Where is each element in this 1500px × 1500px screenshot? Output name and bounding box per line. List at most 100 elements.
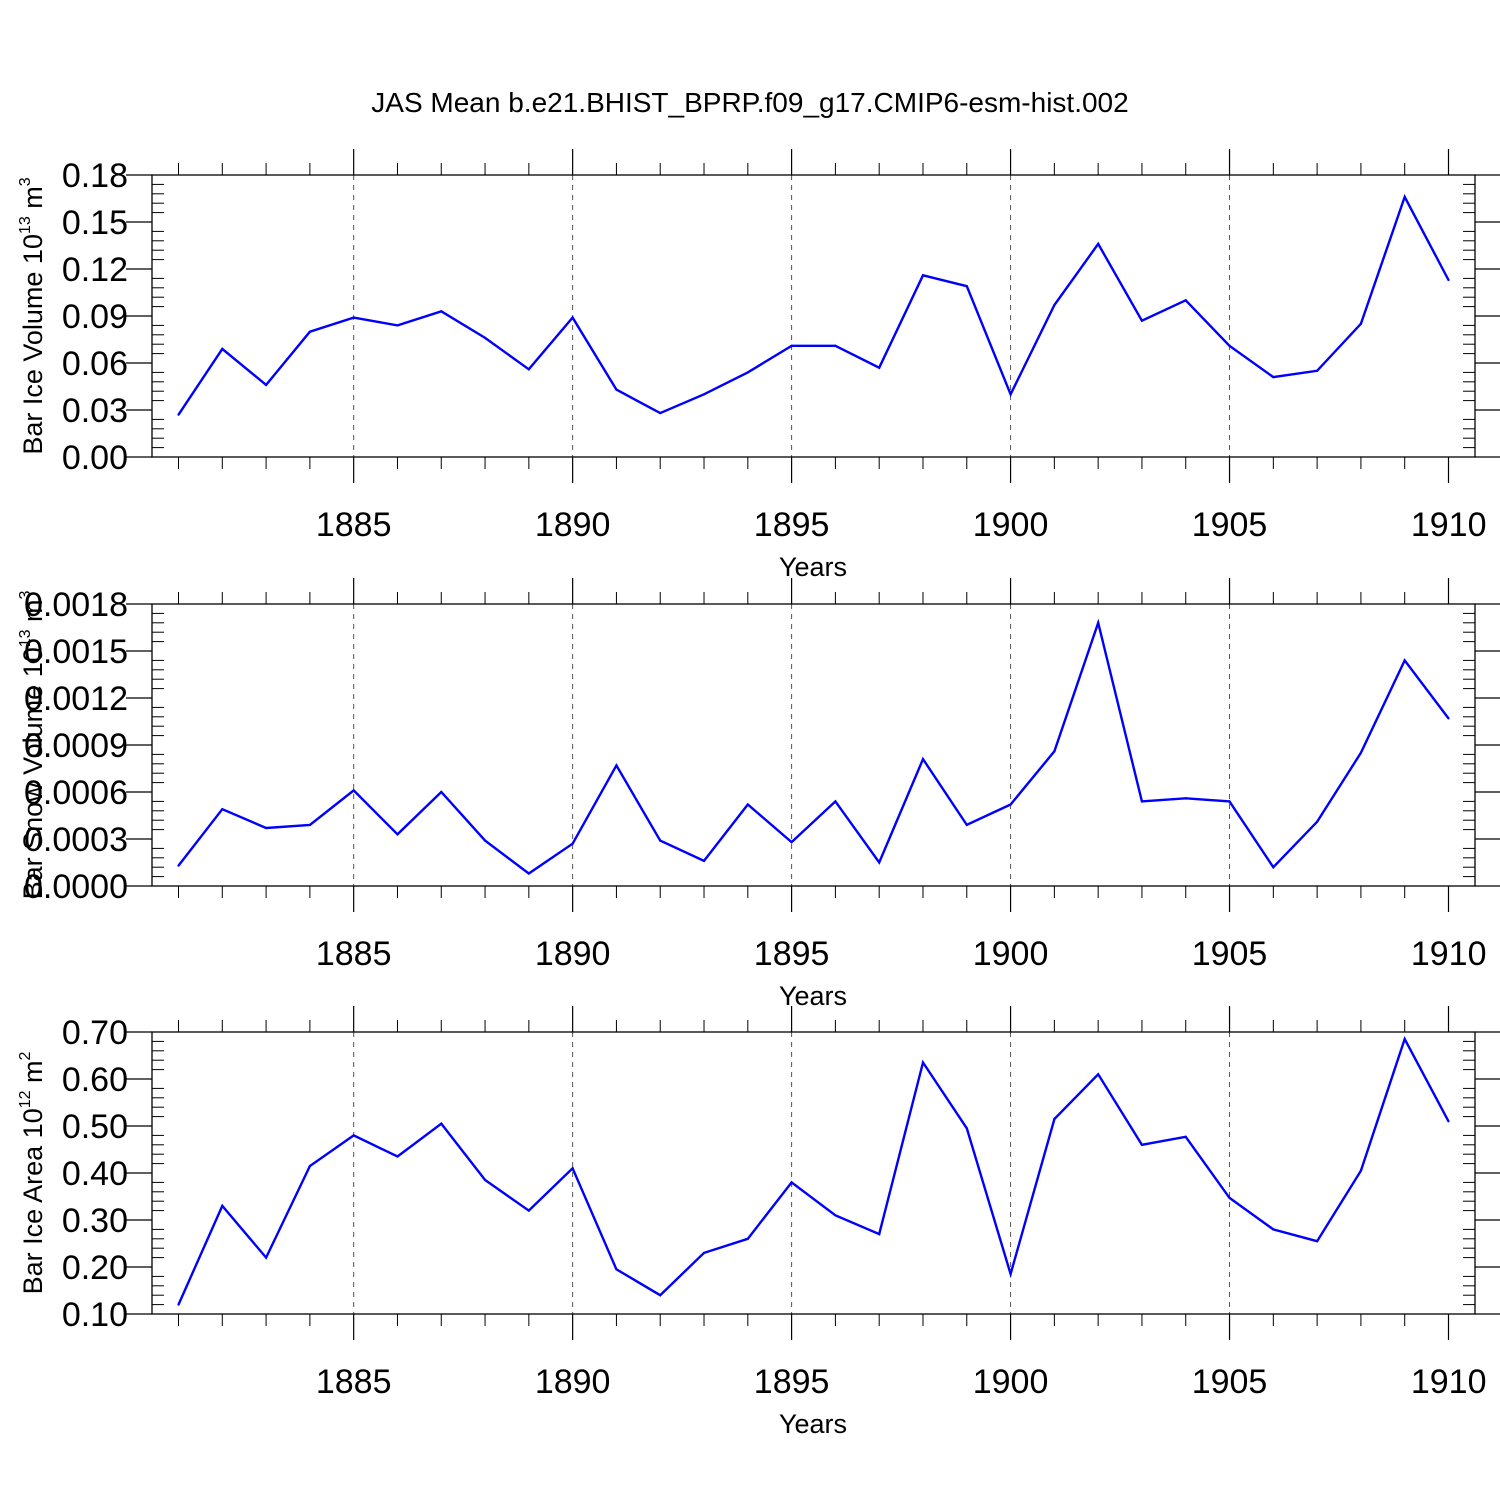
x-tick-label: 1900: [973, 506, 1049, 544]
x-tick-label: 1885: [316, 1363, 392, 1401]
y-tick-label: 0.06: [62, 345, 128, 383]
data-point-1893: [702, 393, 706, 396]
y-axis-label-text: Bar Ice Area 10: [18, 1108, 48, 1294]
y-tick-label: 0.18: [62, 157, 128, 195]
y-axis-label-unit: m: [18, 186, 48, 216]
data-point-1882: [221, 1204, 224, 1207]
y-axis-label: Bar Ice Volume 1013 m3: [17, 177, 48, 454]
data-point-1895: [790, 1181, 793, 1184]
minor-ticks: [152, 1020, 1475, 1326]
data-point-1887: [440, 1122, 443, 1125]
data-point-1894: [746, 371, 749, 374]
y-tick-label: 0.03: [62, 392, 128, 430]
x-tick-label: 1910: [1411, 506, 1487, 544]
data-point-1902: [1097, 1073, 1100, 1076]
x-axis-label: Years: [779, 1409, 847, 1439]
data-point-1897: [878, 861, 881, 864]
data-point-1893: [702, 859, 706, 863]
data-point-1887: [440, 310, 443, 313]
data-point-1886: [396, 833, 399, 836]
x-tick-label: 1905: [1192, 935, 1268, 973]
data-point-1886: [396, 1155, 399, 1158]
data-point-1899: [965, 285, 968, 288]
y-axis-label: Bar Snow Volume 1013 m3: [17, 590, 48, 899]
data-point-1891: [615, 764, 618, 767]
y-axis-label-unit-exponent: 3: [17, 590, 34, 599]
data-point-1898: [921, 1061, 925, 1064]
data-point-1884: [308, 1164, 311, 1168]
data-point-1900: [1009, 803, 1012, 806]
data-point-1894: [746, 803, 749, 806]
x-axis-label: Years: [779, 552, 847, 582]
x-tick-label: 1910: [1411, 935, 1487, 973]
series-line-ice-volume: [177, 193, 1450, 416]
y-tick-labels: 0.00 0.03 0.06 0.09 0.12 0.15 0.18: [62, 157, 128, 477]
x-tick-label: 1890: [535, 1363, 611, 1401]
plot-frame: [151, 174, 1476, 458]
data-point-1898: [921, 274, 925, 277]
data-point-1903: [1140, 800, 1144, 803]
data-point-1902: [1097, 621, 1100, 624]
data-point-1910: [1447, 1120, 1450, 1123]
data-point-1889: [527, 872, 530, 875]
series-line-ice-area: [177, 1035, 1450, 1306]
major-ticks: [126, 149, 1500, 483]
grid-lines: [353, 604, 1231, 886]
data-point-1881: [177, 1303, 180, 1306]
data-point-1909: [1403, 195, 1406, 199]
data-point-1906: [1272, 866, 1275, 869]
data-point-1884: [308, 823, 311, 827]
data-point-1896: [834, 800, 837, 803]
data-point-1892: [659, 1294, 662, 1297]
y-tick-label: 0.30: [62, 1202, 128, 1240]
data-point-1899: [965, 823, 968, 827]
data-point-1900: [1009, 1272, 1012, 1276]
data-point-1891: [615, 1268, 618, 1271]
data-point-1883: [264, 826, 268, 830]
y-tick-label: 0.60: [62, 1061, 128, 1099]
data-point-1905: [1228, 344, 1231, 347]
grid-lines: [353, 1032, 1231, 1314]
data-point-1883: [264, 1256, 268, 1259]
data-point-1881: [177, 413, 180, 416]
y-tick-label: 0.09: [62, 298, 128, 336]
data-point-1891: [615, 388, 618, 391]
x-tick-labels: 1885 1890 1895 1900 1905 1910: [316, 935, 1487, 973]
grid-lines: [353, 175, 1231, 457]
data-point-1907: [1316, 369, 1319, 372]
data-point-1901: [1053, 750, 1056, 753]
y-tick-label: 0.10: [62, 1296, 128, 1334]
y-axis-label-text: Bar Ice Volume 10: [18, 234, 48, 455]
data-point-1884: [308, 330, 311, 333]
data-point-1909: [1403, 1037, 1406, 1041]
data-point-1908: [1359, 751, 1363, 754]
x-tick-label: 1900: [973, 1363, 1049, 1401]
data-point-1894: [746, 1237, 749, 1240]
x-tick-label: 1895: [754, 935, 830, 973]
y-axis-label-unit-exponent: 2: [17, 1051, 34, 1060]
data-point-1904: [1184, 1135, 1187, 1138]
y-tick-label: 0.0012: [24, 680, 128, 718]
y-tick-label: 0.0000: [24, 868, 128, 906]
y-tick-label: 0.0009: [24, 727, 128, 765]
data-point-1896: [834, 1214, 837, 1217]
minor-ticks: [152, 592, 1475, 898]
y-tick-label: 0.12: [62, 251, 128, 289]
data-point-1897: [878, 366, 881, 369]
y-tick-label: 0.20: [62, 1249, 128, 1287]
plot-frame: [151, 603, 1476, 887]
y-tick-label: 0.40: [62, 1155, 128, 1193]
y-tick-label: 0.0018: [24, 586, 128, 624]
data-point-1895: [790, 344, 793, 347]
data-point-1888: [483, 1178, 487, 1182]
data-point-1901: [1053, 303, 1056, 307]
y-axis-label-exponent: 13: [17, 629, 34, 647]
data-point-1905: [1228, 1196, 1231, 1200]
y-axis-label-exponent: 12: [17, 1090, 34, 1108]
data-point-1904: [1184, 299, 1187, 302]
data-point-1890: [571, 1167, 574, 1170]
data-point-1903: [1140, 319, 1144, 322]
x-tick-label: 1905: [1192, 506, 1268, 544]
y-tick-label: 0.15: [62, 204, 128, 242]
data-point-1906: [1272, 376, 1275, 379]
